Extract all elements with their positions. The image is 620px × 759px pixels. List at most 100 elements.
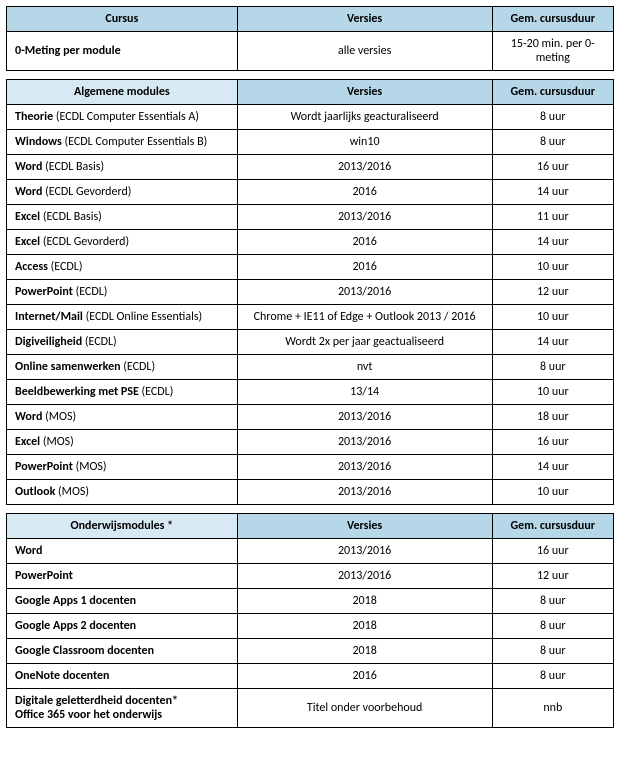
table-row: OneNote docenten 20168 uur [7,664,614,689]
table-row: Google Apps 2 docenten20188 uur [7,614,614,639]
course-duration: 8 uur [492,105,613,130]
course-duration: nnb [492,689,613,728]
course-name-bold: Internet/Mail [15,310,83,324]
course-name-cell: Access (ECDL) [7,255,238,280]
course-name-cell: Word (MOS) [7,405,238,430]
table-header-row: Algemene modules Versies Gem. cursusduur [7,80,614,105]
course-name-line2: Office 365 voor het onderwijs [15,708,162,722]
course-name-bold: PowerPoint [15,460,73,474]
course-version: 2018 [237,614,492,639]
course-version: win10 [237,130,492,155]
course-version: Wordt jaarlijks geacturaliseerd [237,105,492,130]
col-header-versies: Versies [237,7,492,32]
course-version: Titel onder voorbehoud [237,689,492,728]
course-version: Wordt 2x per jaar geactualiseerd [237,330,492,355]
table-section-algemene: Algemene modules Versies Gem. cursusduur… [6,79,614,505]
course-version: 2018 [237,639,492,664]
course-duration: 16 uur [492,155,613,180]
course-name-cell: Excel (ECDL Basis) [7,205,238,230]
course-name-cell: PowerPoint [7,564,238,589]
course-name-cell: Beeldbewerking met PSE (ECDL) [7,380,238,405]
col-header-versies: Versies [237,514,492,539]
col-header-cursus: Cursus [7,7,238,32]
course-name-rest: (ECDL) [139,385,174,399]
course-name-cell: Digiveiligheid (ECDL) [7,330,238,355]
course-name-rest: (MOS) [73,460,107,474]
table-row: Internet/Mail (ECDL Online Essentials)Ch… [7,305,614,330]
table-section-onderwijs: Onderwijsmodules * Versies Gem. cursusdu… [6,513,614,728]
table-row: Word2013/201616 uur [7,539,614,564]
table-section-cursus: Cursus Versies Gem. cursusduur 0-Meting … [6,6,614,71]
table-row: PowerPoint (MOS)2013/201614 uur [7,455,614,480]
course-name-rest: (ECDL Basis) [42,160,104,174]
course-duration: 16 uur [492,539,613,564]
course-name-rest: (MOS) [42,410,76,424]
course-name-bold: Theorie [15,110,53,124]
course-name-cell: PowerPoint (ECDL) [7,280,238,305]
col-header-versies: Versies [237,80,492,105]
course-duration: 8 uur [492,130,613,155]
course-version: 2018 [237,589,492,614]
table-row: Windows (ECDL Computer Essentials B)win1… [7,130,614,155]
course-name-rest: (ECDL Gevorderd) [40,235,129,249]
table-row: Excel (ECDL Basis)2013/201611 uur [7,205,614,230]
col-header-duur: Gem. cursusduur [492,7,613,32]
course-version: alle versies [237,32,492,71]
course-name-cell: Excel (MOS) [7,430,238,455]
course-name-rest: (ECDL) [73,285,108,299]
course-version: 2013/2016 [237,405,492,430]
course-name-cell: Theorie (ECDL Computer Essentials A) [7,105,238,130]
table-row: Word (ECDL Basis)2013/201616 uur [7,155,614,180]
course-name-cell: Google Apps 1 docenten [7,589,238,614]
course-name-bold: Excel [15,235,40,249]
course-version: 2013/2016 [237,455,492,480]
course-duration: 14 uur [492,455,613,480]
course-name-bold: Word [15,185,42,199]
course-duration: 8 uur [492,614,613,639]
course-duration: 8 uur [492,589,613,614]
course-duration: 10 uur [492,255,613,280]
course-name-bold: OneNote docenten [15,669,110,683]
course-name-rest: (ECDL Basis) [40,210,102,224]
table-row: Google Apps 1 docenten20188 uur [7,589,614,614]
course-version: 2013/2016 [237,430,492,455]
course-name-rest: (ECDL Gevorderd) [42,185,131,199]
course-name-cell: Outlook (MOS) [7,480,238,505]
col-header-onderwijs: Onderwijsmodules * [7,514,238,539]
course-name-bold: Digitale geletterdheid docenten* [15,694,178,708]
table-row: Online samenwerken (ECDL)nvt8 uur [7,355,614,380]
course-name-cell: Internet/Mail (ECDL Online Essentials) [7,305,238,330]
course-version: 2016 [237,230,492,255]
course-name-cell: Word [7,539,238,564]
course-duration: 14 uur [492,180,613,205]
course-version: 2016 [237,255,492,280]
table-row: Theorie (ECDL Computer Essentials A)Word… [7,105,614,130]
course-duration: 10 uur [492,305,613,330]
course-name-cell: Word (ECDL Basis) [7,155,238,180]
course-name-bold: Excel [15,435,40,449]
course-name-cell: Windows (ECDL Computer Essentials B) [7,130,238,155]
course-name-bold: Word [15,160,42,174]
table-row: Digiveiligheid (ECDL)Wordt 2x per jaar g… [7,330,614,355]
course-name: 0-Meting per module [15,44,121,58]
course-name-cell: Online samenwerken (ECDL) [7,355,238,380]
course-name-cell: PowerPoint (MOS) [7,455,238,480]
course-version: 2013/2016 [237,539,492,564]
course-version: 2016 [237,664,492,689]
table-row: Excel (MOS)2013/201616 uur [7,430,614,455]
table-header-row: Cursus Versies Gem. cursusduur [7,7,614,32]
course-name-cell: Digitale geletterdheid docenten*Office 3… [7,689,238,728]
table-row: Google Classroom docenten20188 uur [7,639,614,664]
table-row: Word (ECDL Gevorderd)201614 uur [7,180,614,205]
course-version: 2013/2016 [237,480,492,505]
course-duration: 10 uur [492,480,613,505]
course-duration: 8 uur [492,355,613,380]
course-version: Chrome + IE11 of Edge + Outlook 2013 / 2… [237,305,492,330]
course-version: 2013/2016 [237,155,492,180]
course-duration: 18 uur [492,405,613,430]
course-name-rest: (ECDL Computer Essentials B) [62,135,207,149]
table-row: Digitale geletterdheid docenten*Office 3… [7,689,614,728]
course-name-cell: Google Apps 2 docenten [7,614,238,639]
course-duration: 12 uur [492,280,613,305]
course-duration: 8 uur [492,664,613,689]
